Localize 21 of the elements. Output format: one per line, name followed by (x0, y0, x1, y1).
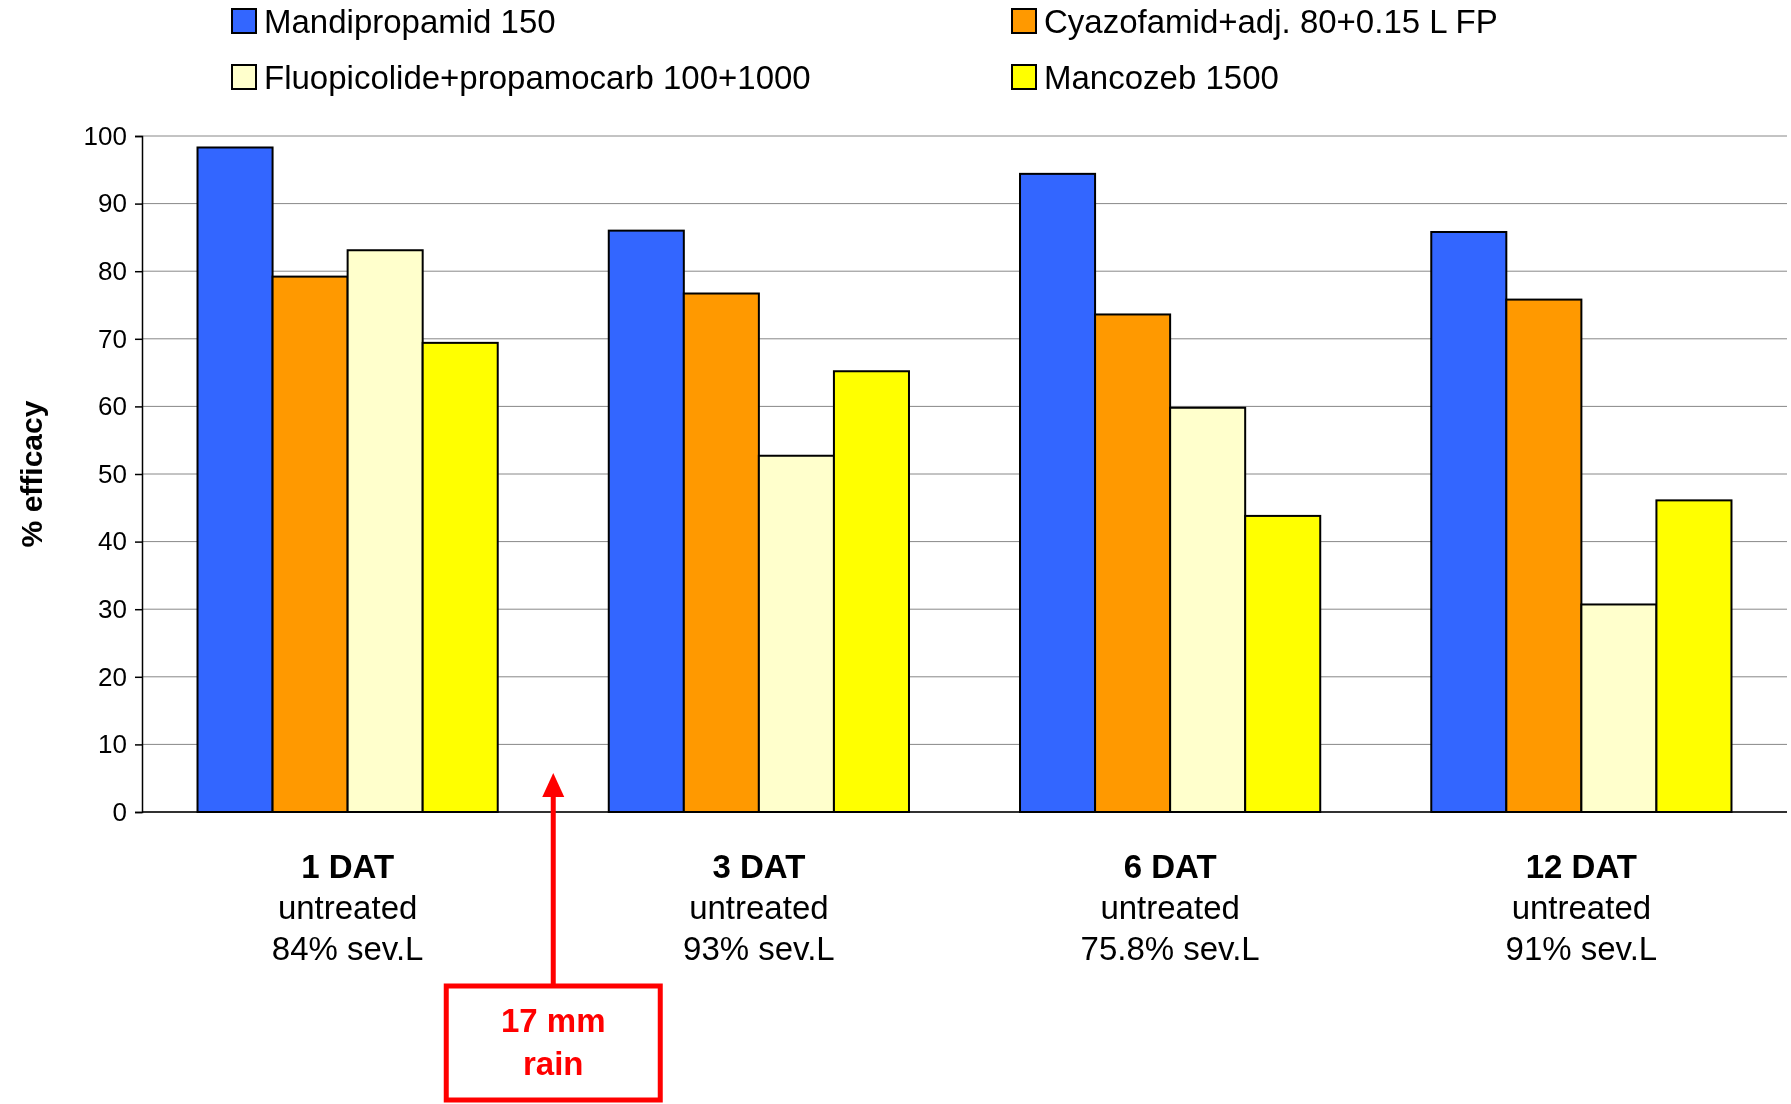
y-tick-label: 10 (98, 729, 127, 760)
y-tick-label: 60 (98, 391, 127, 422)
x-tick-label: 3 DAT untreated 93% sev.L (683, 848, 835, 967)
y-tick-label: 50 (98, 458, 127, 489)
y-tick-label: 90 (98, 188, 127, 219)
y-tick-label: 100 (83, 120, 127, 151)
legend-label: Fluopicolide+propamocarb 100+1000 (264, 59, 811, 96)
x-tick-label: 6 DAT untreated 75.8% sev.L (1080, 848, 1260, 967)
x-tick-label: 12 DAT untreated 91% sev.L (1505, 848, 1658, 967)
y-tick-label: 30 (98, 594, 127, 625)
y-tick-label: 20 (98, 661, 127, 692)
y-tick-label: 70 (98, 323, 127, 354)
y-tick-label: 80 (98, 256, 127, 287)
y-tick-label: 40 (98, 526, 127, 557)
legend-label: Cyazofamid+adj. 80+0.15 L FP (1044, 3, 1498, 40)
legend-label: Mancozeb 1500 (1044, 59, 1279, 96)
text: 17 mm rain (500, 1002, 606, 1082)
x-tick-label: 1 DAT untreated 84% sev.L (271, 848, 424, 967)
y-axis-title: % efficacy (15, 400, 48, 548)
legend-label: Mandipropamid 150 (264, 3, 556, 40)
y-tick-label: 0 (112, 796, 127, 827)
